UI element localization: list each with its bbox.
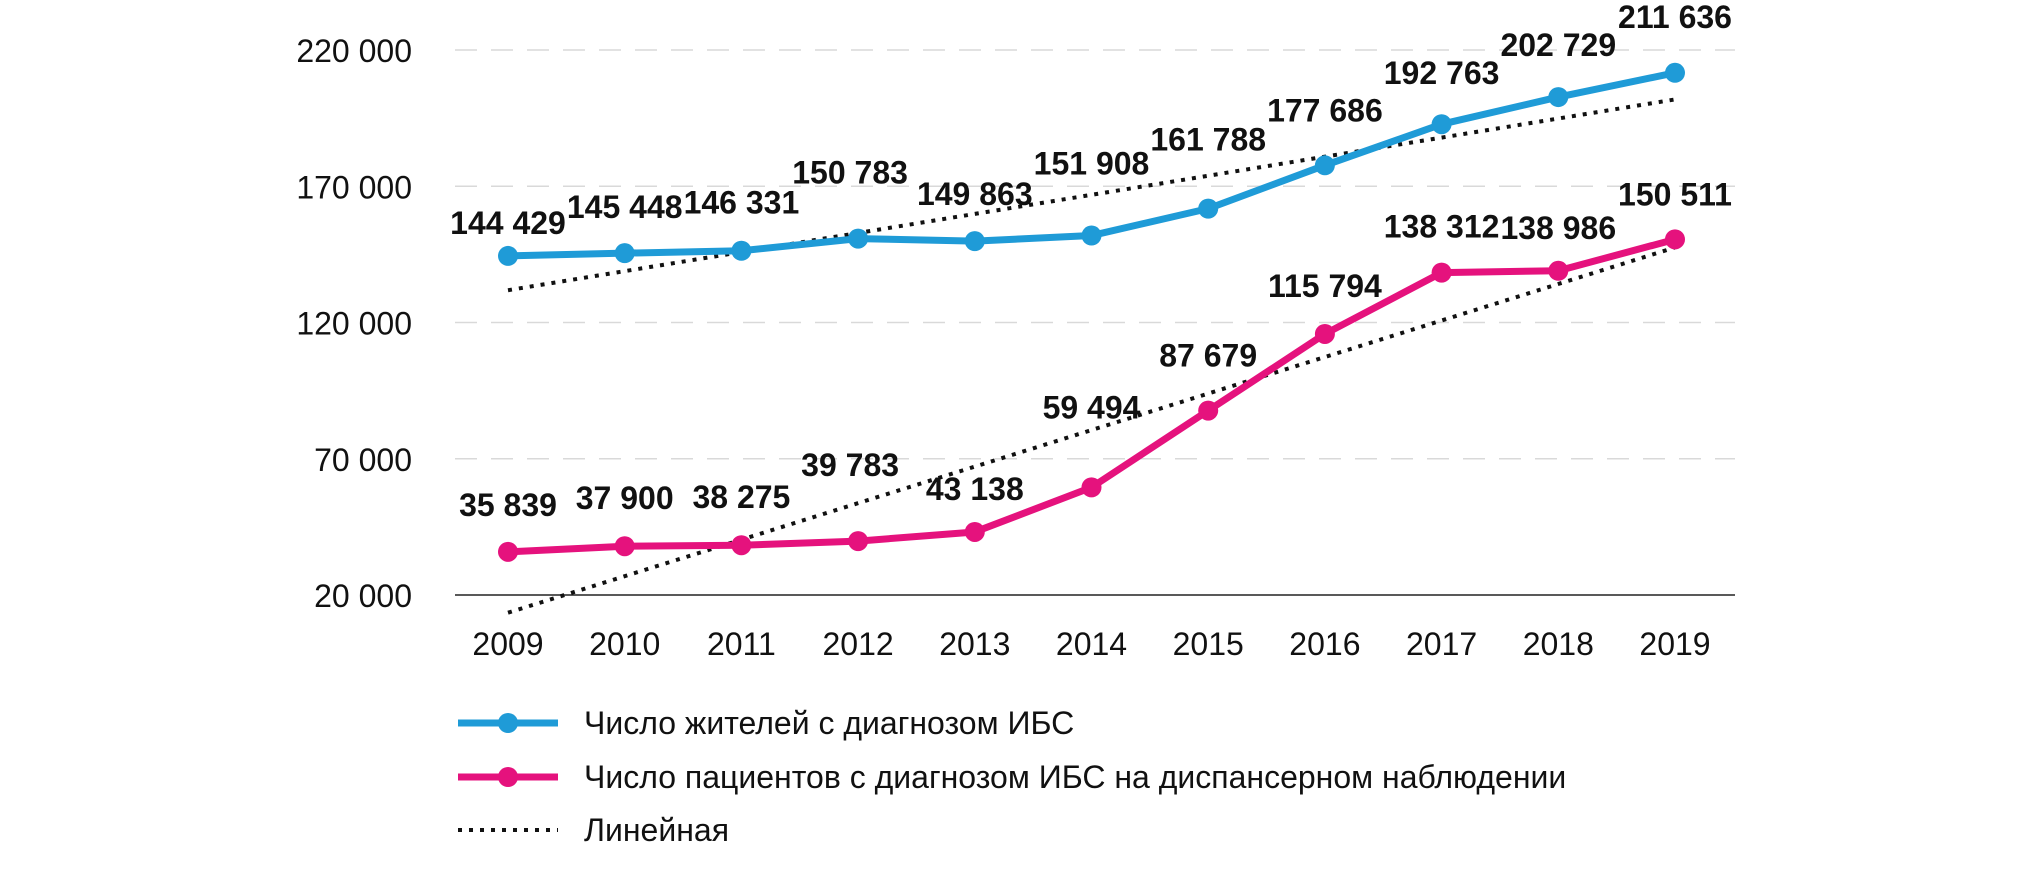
legend-marker-series-0: [498, 713, 518, 733]
data-label-series-1: 138 312: [1384, 209, 1500, 245]
data-label-series-1: 59 494: [1043, 389, 1141, 425]
point-series-0: [731, 240, 752, 261]
point-series-1: [731, 535, 752, 556]
data-label-series-1: 35 839: [459, 487, 557, 523]
point-series-1: [1198, 400, 1219, 421]
data-label-series-1: 87 679: [1159, 338, 1257, 374]
point-series-0: [1198, 198, 1219, 219]
point-series-0: [1665, 62, 1685, 83]
point-series-1: [964, 521, 985, 542]
data-label-series-0: 177 686: [1267, 92, 1383, 128]
point-series-1: [614, 536, 635, 557]
y-tick-label: 220 000: [296, 33, 412, 69]
gridlines: [455, 49, 1735, 596]
x-tick-label: 2018: [1523, 626, 1594, 662]
data-label-series-0: 145 448: [567, 189, 683, 225]
point-series-0: [498, 245, 518, 266]
x-tick-label: 2010: [589, 626, 660, 662]
point-series-0: [964, 231, 985, 252]
y-tick-label: 20 000: [314, 578, 412, 614]
data-label-series-0: 202 729: [1500, 27, 1616, 63]
data-label-series-0: 150 783: [792, 155, 908, 191]
legend-label-trendline: Линейная: [584, 812, 729, 848]
point-series-1: [1665, 229, 1685, 250]
legend-item-series-0: Число жителей с диагнозом ИБС: [458, 705, 1074, 741]
x-tick-label: 2016: [1289, 626, 1360, 662]
y-axis: 20 000 70 000 120 000 170 000 220 000: [296, 33, 412, 614]
legend-marker-series-1: [498, 767, 518, 787]
point-series-0: [614, 243, 635, 264]
trendline-series-1: [507, 245, 1676, 615]
x-tick-label: 2009: [472, 626, 543, 662]
data-label-series-1: 115 794: [1268, 268, 1382, 304]
point-series-0: [848, 228, 869, 249]
point-series-0: [1548, 87, 1569, 108]
x-tick-label: 2019: [1639, 626, 1710, 662]
x-axis: 2009 2010 2011 2012 2013 2014 2015 2016 2017 2018…: [472, 626, 1710, 662]
legend-item-series-1: Число пациентов с диагнозом ИБС на диспа…: [458, 759, 1566, 795]
point-series-1: [498, 541, 518, 562]
legend-item-trendline: Линейная: [458, 812, 729, 848]
point-series-1: [848, 531, 869, 552]
point-series-1: [1081, 477, 1102, 498]
data-label-series-0: 211 636: [1618, 0, 1732, 35]
data-label-series-1: 150 511: [1618, 176, 1732, 212]
legend-label-series-1: Число пациентов с диагнозом ИБС на диспа…: [584, 759, 1566, 795]
x-tick-label: 2014: [1056, 626, 1127, 662]
data-label-series-1: 38 275: [692, 479, 790, 515]
point-series-1: [1431, 262, 1452, 283]
x-tick-label: 2012: [823, 626, 894, 662]
data-label-series-0: 146 331: [684, 185, 800, 221]
data-label-series-1: 37 900: [576, 480, 674, 516]
x-tick-label: 2015: [1173, 626, 1244, 662]
y-tick-label: 70 000: [314, 442, 412, 478]
point-series-0: [1431, 114, 1452, 135]
data-label-series-1: 39 783: [801, 447, 899, 483]
point-series-0: [1081, 225, 1102, 246]
x-tick-label: 2011: [707, 626, 776, 662]
data-label-series-0: 192 763: [1384, 55, 1500, 91]
point-series-1: [1314, 323, 1335, 344]
series-lines: [498, 62, 1685, 562]
data-label-series-1: 43 138: [926, 471, 1024, 507]
y-tick-label: 120 000: [296, 306, 412, 342]
data-label-series-0: 149 863: [917, 176, 1033, 212]
data-label-series-0: 161 788: [1150, 122, 1266, 158]
point-series-0: [1314, 155, 1335, 176]
data-label-series-0: 151 908: [1034, 146, 1150, 182]
data-label-series-0: 144 429: [450, 205, 566, 241]
point-series-1: [1548, 260, 1569, 281]
legend: Число жителей с диагнозом ИБС Число паци…: [458, 705, 1566, 848]
legend-label-series-0: Число жителей с диагнозом ИБС: [584, 705, 1074, 741]
x-tick-label: 2017: [1406, 626, 1477, 662]
data-label-series-1: 138 986: [1500, 210, 1616, 246]
x-tick-label: 2013: [939, 626, 1010, 662]
y-tick-label: 170 000: [296, 169, 412, 205]
